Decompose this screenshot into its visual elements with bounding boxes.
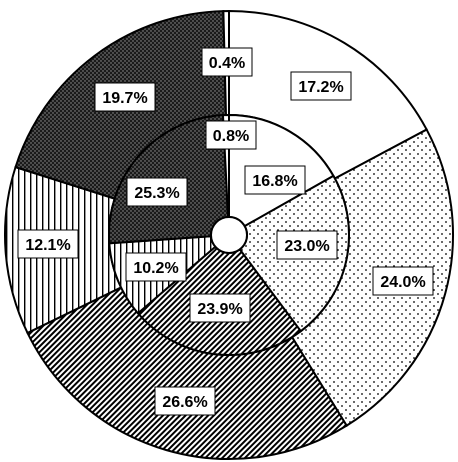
inner-label-dots: 23.0% bbox=[276, 230, 338, 260]
data-labels: 17.2% 24.0% 26.6% 12.1% 19.7% 0.4% 16.8% 23.0% 2… bbox=[17, 47, 434, 416]
label-box bbox=[201, 47, 253, 77]
outer-label-diagonal-hatch: 26.6% bbox=[154, 386, 216, 416]
label-box bbox=[154, 386, 216, 416]
outer-label-dense-crosshatch: 19.7% bbox=[94, 82, 156, 112]
label-box bbox=[17, 229, 79, 259]
label-box bbox=[125, 252, 187, 282]
label-text: 19.7% bbox=[102, 90, 147, 107]
label-box bbox=[244, 165, 306, 195]
label-text: 12.1% bbox=[25, 237, 70, 254]
inner-label-diagonal-hatch: 23.9% bbox=[189, 293, 251, 323]
label-box bbox=[290, 71, 352, 101]
label-box bbox=[276, 230, 338, 260]
label-text: 23.0% bbox=[284, 238, 329, 255]
label-box bbox=[126, 177, 188, 207]
outer-label-thin-white: 0.4% bbox=[201, 47, 253, 77]
label-text: 10.2% bbox=[133, 260, 178, 277]
label-text: 23.9% bbox=[197, 301, 242, 318]
label-text: 16.8% bbox=[252, 173, 297, 190]
label-text: 17.2% bbox=[298, 79, 343, 96]
outer-label-white: 17.2% bbox=[290, 71, 352, 101]
label-text: 0.8% bbox=[213, 128, 249, 145]
label-box bbox=[94, 82, 156, 112]
inner-label-thin-white: 0.8% bbox=[205, 120, 257, 150]
inner-label-dense-crosshatch: 25.3% bbox=[126, 177, 188, 207]
label-text: 25.3% bbox=[134, 185, 179, 202]
label-text: 26.6% bbox=[162, 394, 207, 411]
label-text: 0.4% bbox=[209, 55, 245, 72]
outer-label-vertical-stripes: 12.1% bbox=[17, 229, 79, 259]
inner-label-white: 16.8% bbox=[244, 165, 306, 195]
label-box bbox=[189, 293, 251, 323]
inner-label-vertical-stripes: 10.2% bbox=[125, 252, 187, 282]
outer-label-dots: 24.0% bbox=[372, 266, 434, 296]
label-box bbox=[205, 120, 257, 150]
label-text: 24.0% bbox=[380, 274, 425, 291]
label-box bbox=[372, 266, 434, 296]
center-hole bbox=[210, 216, 248, 254]
